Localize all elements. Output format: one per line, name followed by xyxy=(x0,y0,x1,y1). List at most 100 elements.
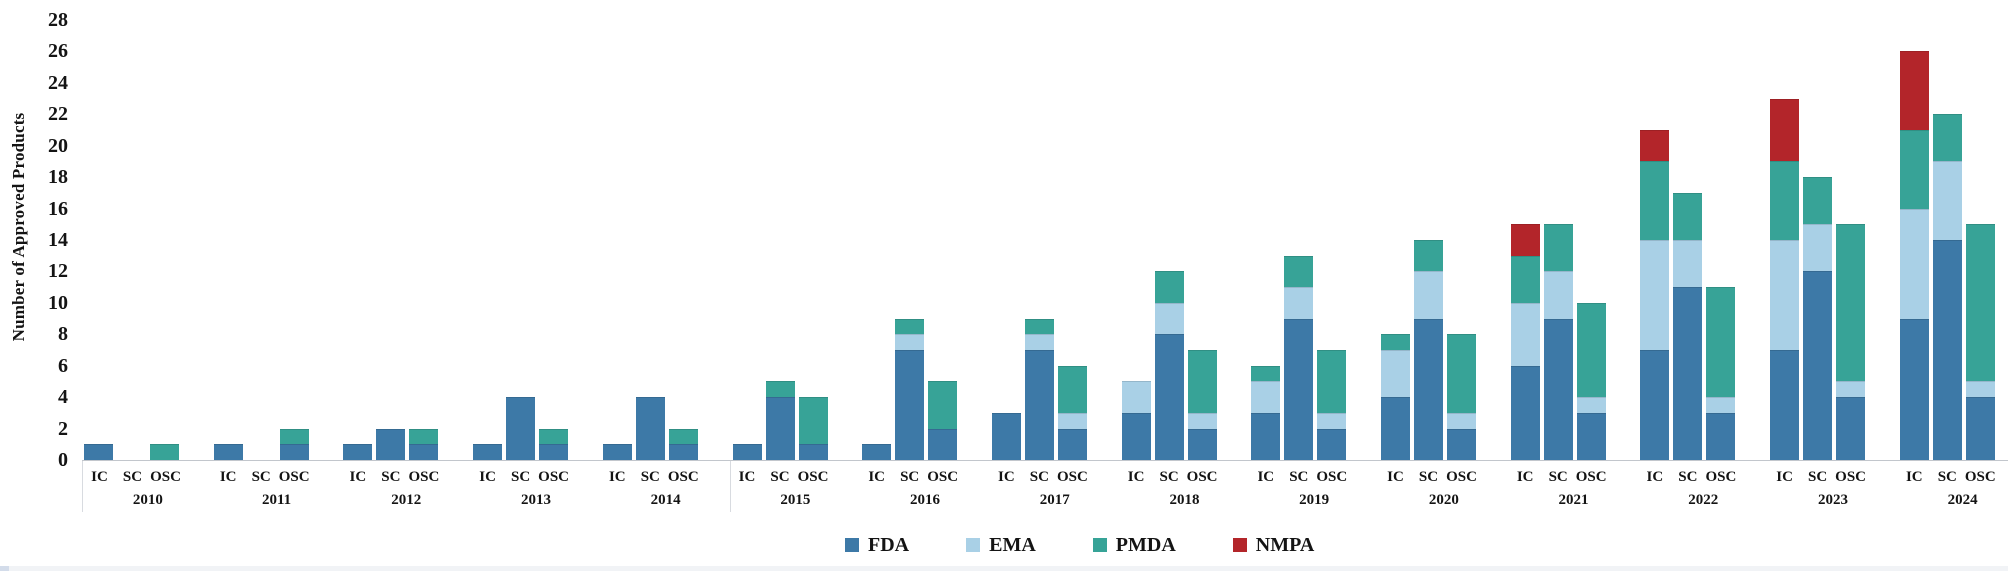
bar-segment-pmda xyxy=(1057,365,1087,413)
bar-segment-pmda xyxy=(895,318,925,335)
bar-segment-fda xyxy=(1543,318,1573,460)
bar-segment-fda xyxy=(1381,397,1410,460)
y-axis-tick-label: 26 xyxy=(48,40,68,63)
bar-segment-fda xyxy=(84,444,113,460)
bar-segment-fda xyxy=(343,444,373,460)
category-label-osc: OSC xyxy=(927,469,959,485)
y-axis-tick-label: 18 xyxy=(48,166,68,189)
bar-segment-pmda xyxy=(1447,334,1476,413)
legend-label: EMA xyxy=(989,534,1036,556)
y-axis-tick-label: 14 xyxy=(48,229,68,251)
bar-segment-pmda xyxy=(150,444,179,460)
bar-segment-pmda xyxy=(1187,350,1217,413)
bar-segment-pmda xyxy=(668,428,698,445)
category-label-sc: SC xyxy=(1937,469,1957,485)
bar-segment-ema xyxy=(1057,412,1087,429)
category-label-sc: SC xyxy=(1289,469,1309,485)
bar-segment-fda xyxy=(409,444,439,460)
bar-segment-ema xyxy=(1447,412,1476,429)
bar-segment-fda xyxy=(376,428,406,460)
bar-segment-ema xyxy=(1024,334,1054,350)
legend-swatch-nmpa xyxy=(1232,538,1247,552)
year-label: 2011 xyxy=(261,492,292,508)
bar-segment-ema xyxy=(1251,381,1281,413)
y-axis-tick-label: 24 xyxy=(48,71,68,94)
bar-segment-fda xyxy=(1965,397,1995,460)
year-label: 2010 xyxy=(132,492,163,508)
bar-segment-pmda xyxy=(409,428,439,445)
category-label-ic: IC xyxy=(479,469,496,485)
category-label-ic: IC xyxy=(91,469,108,485)
category-label-osc: OSC xyxy=(1446,469,1477,485)
year-group-2024: IC SC OSC 2024 xyxy=(1897,461,2008,512)
bar-segment-pmda xyxy=(1543,224,1573,272)
category-label-sc: SC xyxy=(1418,469,1439,485)
category-label-sc: SC xyxy=(640,469,660,485)
category-label-osc: OSC xyxy=(1316,469,1348,485)
bar-segment-pmda xyxy=(1932,114,1962,162)
legend-swatch-pmda xyxy=(1092,538,1107,552)
bar-segment-fda xyxy=(1770,350,1800,460)
y-axis-tick-label: 6 xyxy=(58,354,68,377)
year-label: 2015 xyxy=(780,492,811,508)
year-label: 2012 xyxy=(391,492,422,508)
legend-swatch-fda xyxy=(845,538,859,552)
year-group-2022: IC SC OSC 2022 xyxy=(1638,461,1770,512)
year-label: 2022 xyxy=(1688,492,1719,508)
category-label-ic: IC xyxy=(608,469,626,485)
y-axis-tick-label: 0 xyxy=(58,449,68,471)
bar-segment-ema xyxy=(1965,381,1995,398)
x-axis: IC SC OSC 2010 IC SC OSC 2011 IC SC OSC 2012 IC SC OSC… xyxy=(82,460,2008,512)
y-axis-tick-label: 16 xyxy=(48,197,68,220)
bar-segment-fda xyxy=(895,350,925,460)
bar-segment-ema xyxy=(1414,271,1443,319)
bar-segment-pmda xyxy=(1803,177,1833,225)
category-label-ic: IC xyxy=(998,469,1015,485)
category-label-sc: SC xyxy=(1548,469,1568,485)
bar-segment-fda xyxy=(1251,412,1281,460)
bar-segment-pmda xyxy=(798,397,828,445)
legend-swatch-ema xyxy=(966,538,981,552)
category-label-sc: SC xyxy=(770,469,790,485)
bar-segment-nmpa xyxy=(1899,51,1929,130)
bar-segment-fda xyxy=(732,444,762,460)
bar-segment-fda xyxy=(1447,428,1476,460)
bar-segment-fda xyxy=(1057,428,1087,460)
year-label: 2016 xyxy=(910,492,941,508)
category-label-osc: OSC xyxy=(1575,469,1607,485)
category-label-ic: IC xyxy=(219,469,237,485)
bar-segment-ema xyxy=(1187,412,1217,429)
category-label-sc: SC xyxy=(1808,469,1828,485)
bar-segment-pmda xyxy=(1414,240,1443,272)
category-label-osc: OSC xyxy=(150,469,181,485)
year-group-2021: IC SC OSC 2021 xyxy=(1508,461,1640,512)
bar-segment-pmda xyxy=(1576,302,1606,398)
year-label: 2021 xyxy=(1558,492,1589,508)
bar-segment-fda xyxy=(1121,412,1151,460)
bar-segment-ema xyxy=(1576,397,1606,413)
bar-segment-fda xyxy=(473,444,503,460)
y-axis-tick-label: 28 xyxy=(48,9,68,31)
category-label-ic: IC xyxy=(1127,469,1145,485)
bottom-strip xyxy=(0,566,2008,571)
bar-segment-pmda xyxy=(1024,318,1054,335)
bar-segment-fda xyxy=(1284,318,1314,460)
year-group-2012: IC SC OSC 2012 xyxy=(341,461,473,512)
year-group-2023: IC SC OSC 2023 xyxy=(1768,461,1899,512)
bar-segment-pmda xyxy=(1284,255,1314,288)
category-label-sc: SC xyxy=(381,469,401,485)
category-label-osc: OSC xyxy=(408,469,440,485)
bar-segment-ema xyxy=(1899,208,1929,319)
bar-segment-fda xyxy=(1932,240,1962,460)
year-group-2019: IC SC OSC 2019 xyxy=(1249,461,1380,512)
year-group-2014: IC SC OSC 2014 xyxy=(600,461,732,512)
bar-segment-pmda xyxy=(1770,161,1800,240)
category-label-sc: SC xyxy=(511,469,531,485)
y-axis-tick-label: 22 xyxy=(48,103,68,126)
legend-item-nmpa: NMPA xyxy=(1232,534,1314,556)
bar-segment-pmda xyxy=(539,428,569,445)
y-axis-tick-label: 10 xyxy=(48,291,68,314)
category-label-osc: OSC xyxy=(1056,469,1088,485)
year-label: 2024 xyxy=(1947,492,1978,508)
bar-segment-fda xyxy=(798,444,828,460)
